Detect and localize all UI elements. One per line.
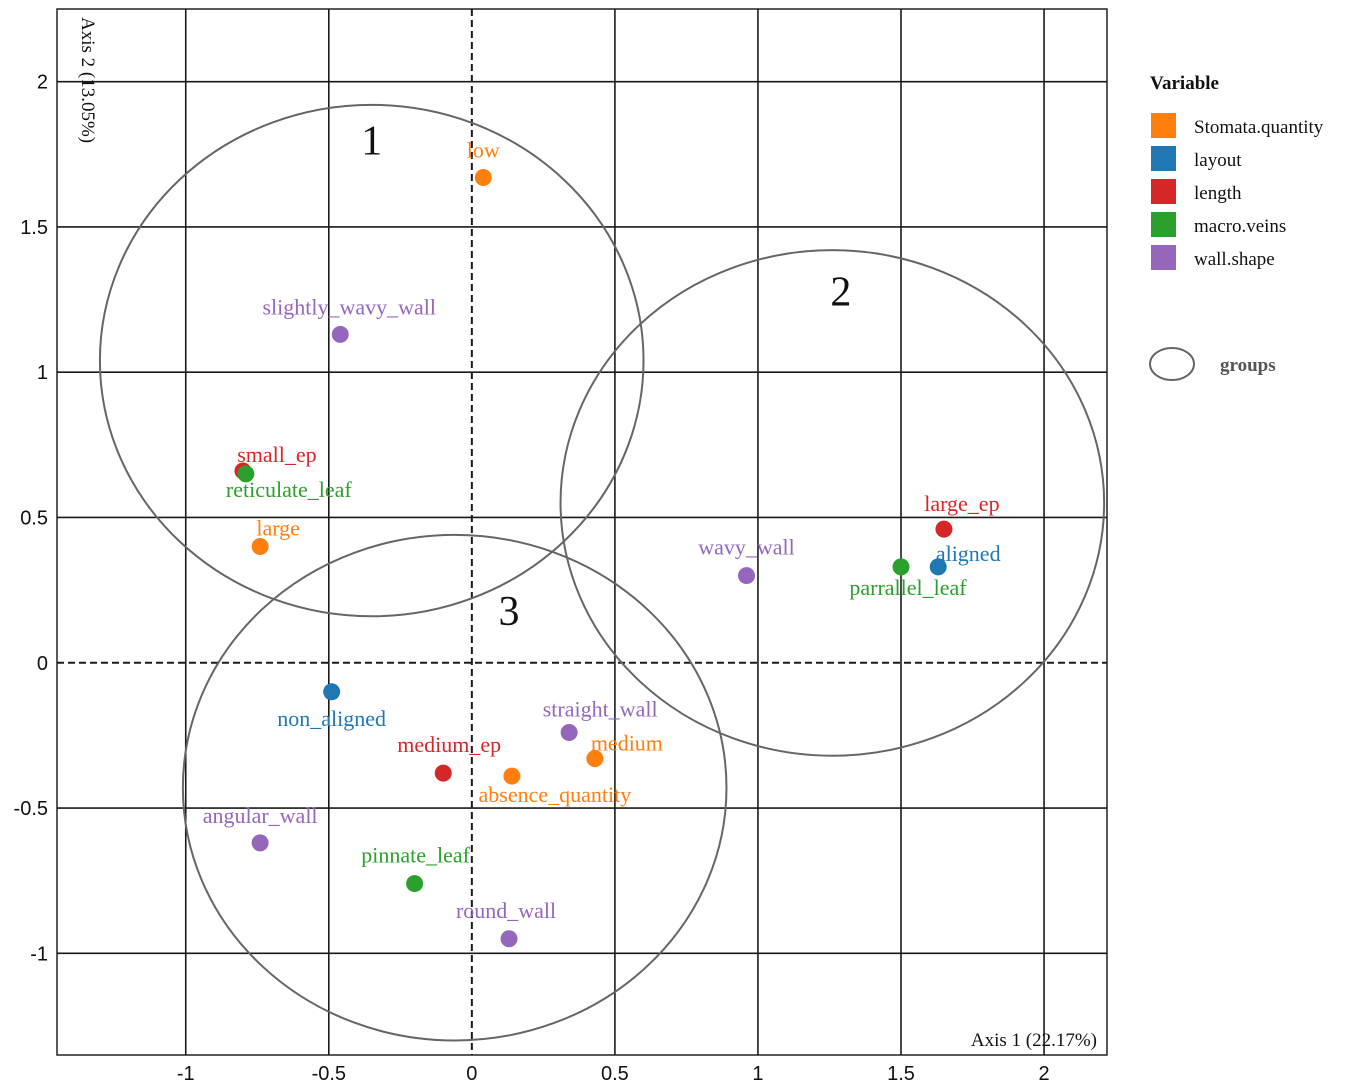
data-point bbox=[929, 558, 947, 576]
legend-groups-icon bbox=[1149, 347, 1195, 381]
point-label: slightly_wavy_wall bbox=[262, 294, 436, 319]
data-point bbox=[560, 723, 578, 741]
y-tick-label: 2 bbox=[37, 72, 48, 94]
data-point bbox=[434, 764, 452, 782]
data-point bbox=[237, 465, 255, 483]
legend-entry: wall.shape bbox=[1194, 249, 1275, 270]
point-label: low bbox=[467, 138, 500, 163]
point-label: wavy_wall bbox=[698, 535, 795, 560]
legend-title: Variable bbox=[1150, 73, 1219, 94]
group-ellipse bbox=[559, 249, 1106, 757]
x-tick-label: 0.5 bbox=[601, 1063, 629, 1083]
legend-entry: Stomata.quantity bbox=[1194, 117, 1324, 138]
data-point bbox=[251, 834, 269, 852]
data-point bbox=[738, 567, 756, 585]
point-label: absence_quantity bbox=[479, 782, 632, 807]
point-label: non_aligned bbox=[277, 706, 386, 731]
data-point bbox=[500, 930, 518, 948]
point-label: reticulate_leaf bbox=[226, 477, 352, 502]
x-tick-label: -0.5 bbox=[312, 1063, 346, 1083]
x-tick-label: 1.5 bbox=[887, 1063, 915, 1083]
x-tick-label: -1 bbox=[177, 1063, 195, 1083]
point-label: small_ep bbox=[237, 442, 316, 467]
point-label: large_ep bbox=[924, 491, 999, 516]
group-label: 1 bbox=[361, 118, 382, 164]
group-label: 2 bbox=[830, 269, 851, 315]
data-point bbox=[935, 520, 953, 538]
data-point bbox=[892, 558, 910, 576]
group-label: 3 bbox=[499, 589, 520, 635]
point-label: parrallel_leaf bbox=[849, 575, 967, 600]
data-point bbox=[503, 767, 521, 785]
legend-entry: macro.veins bbox=[1194, 216, 1286, 237]
y-tick-label: -1 bbox=[30, 943, 48, 965]
y-tick-label: 0 bbox=[37, 653, 48, 675]
legend-groups-label: groups bbox=[1220, 355, 1276, 376]
point-label: angular_wall bbox=[203, 803, 318, 828]
y-tick-label: 0.5 bbox=[20, 507, 48, 529]
y-tick-label: -0.5 bbox=[14, 798, 48, 820]
x-tick-label: 0 bbox=[466, 1063, 477, 1083]
point-label: medium bbox=[591, 731, 663, 756]
point-label: pinnate_leaf bbox=[361, 843, 470, 868]
plot-area bbox=[56, 8, 1108, 1056]
y-tick-label: 1 bbox=[37, 362, 48, 384]
data-point bbox=[406, 875, 424, 893]
legend-entry: length bbox=[1194, 183, 1242, 204]
point-label: round_wall bbox=[456, 898, 556, 923]
point-label: large bbox=[256, 516, 300, 541]
group-ellipse bbox=[98, 103, 645, 618]
legend-swatch bbox=[1151, 212, 1176, 237]
legend-entry: layout bbox=[1194, 150, 1242, 171]
data-point bbox=[323, 683, 341, 701]
tick-labels: -1 -0.5 0 0.5 1 1.5 2 -1 -0.5 0 0.5 1 1.5 2 bbox=[14, 72, 1050, 1083]
group-ellipse bbox=[181, 533, 728, 1042]
grid bbox=[57, 9, 1107, 1055]
zero-lines bbox=[57, 9, 1107, 1055]
point-label: straight_wall bbox=[543, 696, 658, 721]
data-point bbox=[474, 169, 492, 187]
y-axis-label: Axis 2 (13.05%) bbox=[77, 17, 98, 143]
data-point bbox=[586, 750, 604, 768]
legend-swatch bbox=[1151, 113, 1176, 138]
x-tick-label: 1 bbox=[752, 1063, 763, 1083]
data-point bbox=[331, 325, 349, 343]
data-point bbox=[251, 538, 269, 556]
legend-swatch bbox=[1151, 179, 1176, 204]
legend-swatch bbox=[1151, 245, 1176, 270]
x-tick-label: 2 bbox=[1038, 1063, 1049, 1083]
x-axis-label: Axis 1 (22.17%) bbox=[971, 1030, 1097, 1051]
point-label: aligned bbox=[936, 541, 1001, 566]
legend-swatch bbox=[1151, 146, 1176, 171]
group-ellipses: 1 2 3 bbox=[98, 103, 1106, 1042]
legend: Variable Stomata.quantity layout length mac… bbox=[1149, 73, 1324, 381]
point-label: medium_ep bbox=[397, 732, 501, 757]
y-tick-label: 1.5 bbox=[20, 217, 48, 239]
data-points: low large medium absence_quantity aligned non… bbox=[203, 138, 1001, 948]
